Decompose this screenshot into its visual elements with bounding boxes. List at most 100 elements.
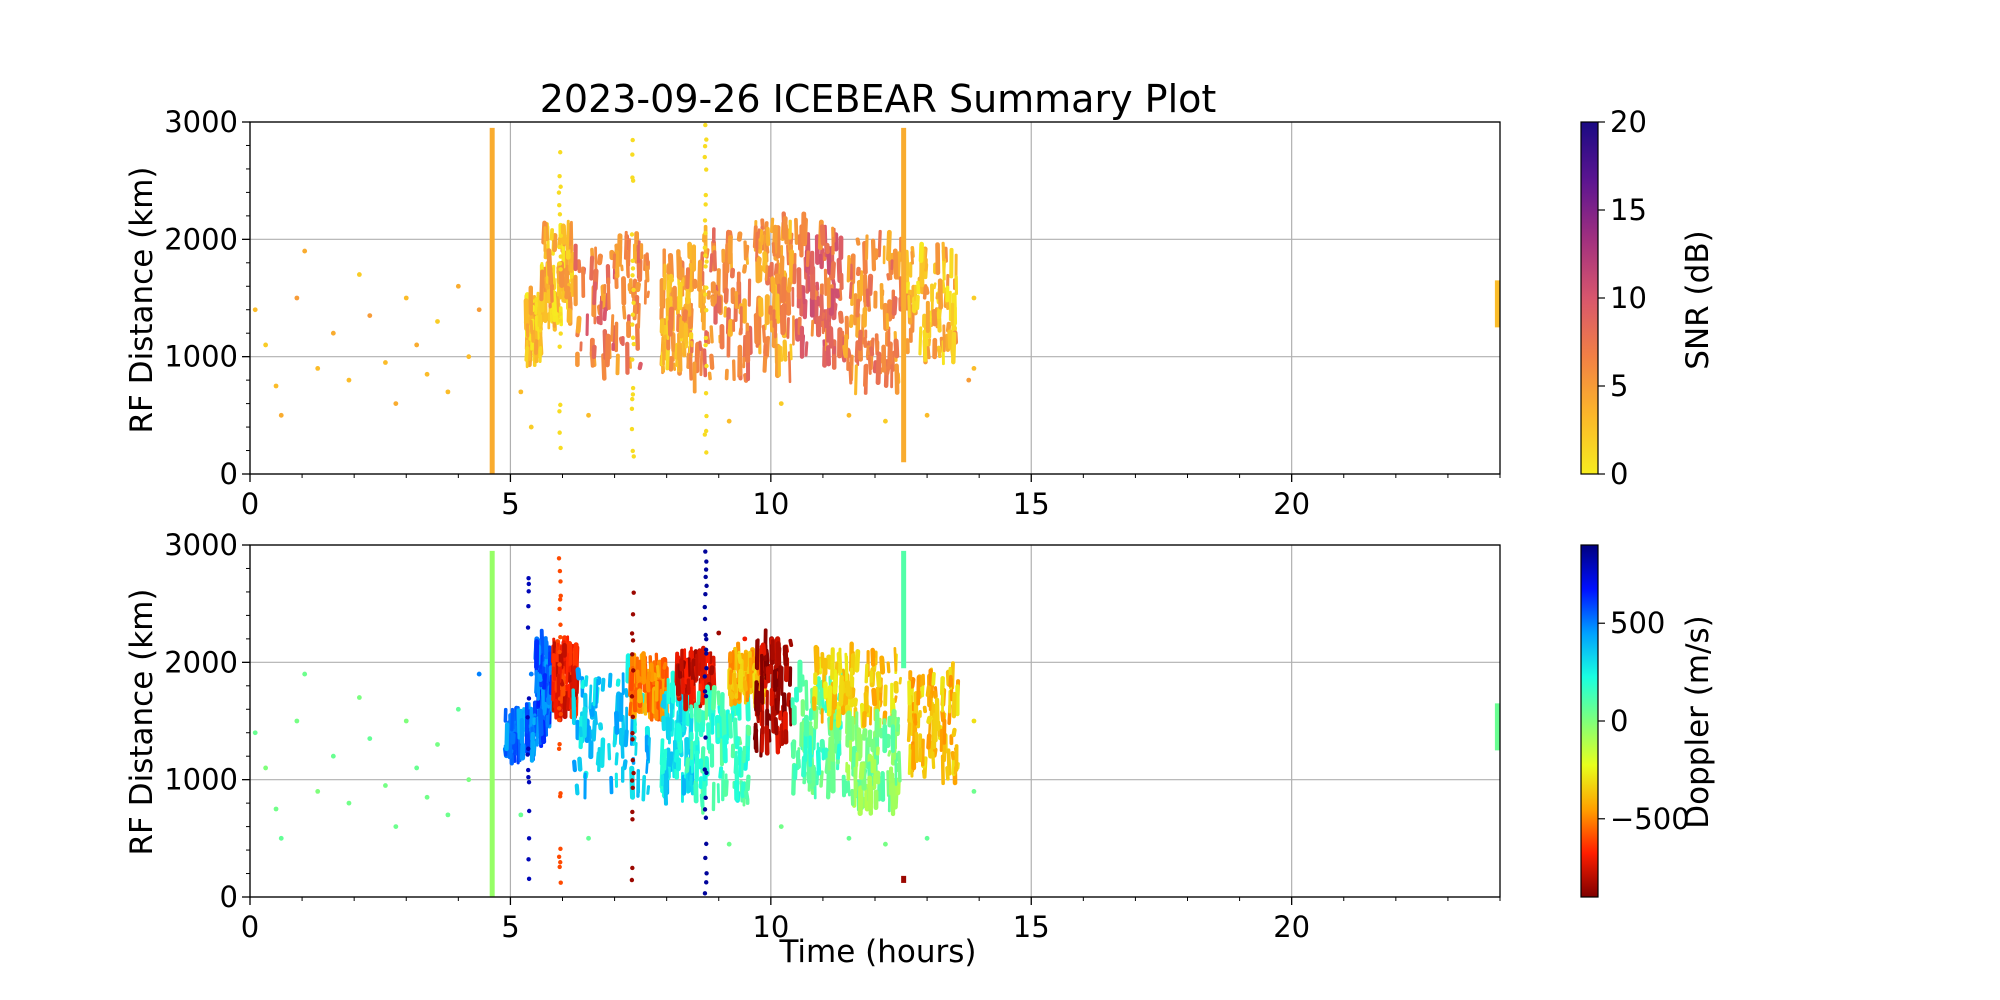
snr-scatter-point: [778, 401, 784, 406]
snr-activity-mark: [834, 288, 840, 299]
snr-activity-mark: [761, 324, 767, 343]
doppler-activity-mark: [669, 701, 674, 732]
doppler-streak-point: [702, 807, 708, 812]
snr-activity-mark: [576, 259, 582, 274]
snr-activity-mark: [596, 315, 602, 325]
doppler-streak-point: [629, 778, 635, 783]
snr-activity-mark: [698, 340, 703, 352]
doppler-activity-mark: [886, 661, 891, 674]
snr-activity-mark: [616, 233, 623, 267]
doppler-activity-mark: [628, 701, 633, 717]
snr-activity-mark: [567, 291, 573, 312]
snr-activity-mark: [875, 351, 882, 386]
doppler-activity-mark: [688, 738, 692, 750]
doppler-activity-mark: [694, 718, 699, 746]
snr-activity-mark: [933, 282, 937, 290]
snr-streak-point: [630, 322, 635, 327]
snr-streak-point: [704, 450, 709, 455]
snr-activity-mark: [775, 293, 781, 324]
snr-activity-mark: [742, 334, 747, 363]
snr-activity-mark: [770, 276, 776, 294]
snr-scatter-point: [445, 389, 451, 395]
doppler-streak-point: [556, 706, 562, 711]
snr-y-tick-label: 2000: [164, 222, 238, 256]
doppler-activity-mark: [727, 713, 733, 739]
doppler-activity-mark: [951, 727, 957, 738]
doppler-streak-point: [703, 815, 709, 820]
doppler-activity-mark: [742, 680, 748, 692]
doppler-activity-mark: [706, 722, 712, 751]
doppler-streak-point: [556, 854, 562, 859]
doppler-streak-point: [630, 865, 635, 871]
snr-streak-point: [704, 167, 709, 172]
snr-streak-point: [703, 122, 708, 128]
doppler-streak-point: [525, 715, 530, 720]
doppler-activity-mark: [725, 709, 730, 742]
doppler-streak-point: [630, 809, 635, 815]
doppler-panel-y-axis-label: RF Distance (km): [124, 589, 160, 856]
doppler-activity-mark: [932, 690, 938, 699]
snr-activity-mark: [604, 333, 611, 368]
snr-colorbar-gradient: [1580, 121, 1599, 475]
doppler-activity-mark: [861, 796, 867, 809]
doppler-activity-mark: [729, 691, 735, 700]
snr-activity-mark: [831, 236, 835, 256]
doppler-activity-mark: [689, 704, 694, 719]
doppler-activity-mark: [542, 673, 548, 690]
doppler-streak-point: [557, 662, 562, 667]
snr-scatter-point: [883, 418, 888, 424]
doppler-colorbar-label: Doppler (m/s): [1680, 615, 1716, 828]
doppler-activity-mark: [734, 735, 741, 750]
doppler-activity-mark: [687, 765, 692, 781]
doppler-activity-mark: [782, 644, 789, 667]
snr-streak-point: [704, 307, 709, 313]
snr-colorbar-tick-label: 15: [1610, 193, 1647, 227]
snr-streak-point: [703, 192, 708, 198]
snr-streak-point: [558, 402, 563, 408]
snr-activity-mark: [762, 251, 768, 274]
doppler-activity-mark: [776, 693, 780, 714]
doppler-activity-mark: [662, 748, 668, 771]
snr-scatter-point: [846, 412, 852, 418]
doppler-activity-mark: [879, 655, 886, 675]
doppler-streak-point: [704, 559, 709, 564]
snr-activity-mark: [789, 343, 793, 361]
doppler-activity-mark: [875, 671, 882, 688]
doppler-activity-mark: [945, 766, 950, 781]
doppler-activity-mark: [616, 691, 622, 722]
doppler-activity-mark: [599, 737, 606, 769]
doppler-activity-mark: [551, 666, 557, 681]
snr-activity-mark: [942, 258, 947, 274]
snr-activity-mark: [688, 242, 693, 260]
doppler-streak-point: [631, 770, 636, 776]
doppler-scatter-point: [278, 835, 284, 841]
doppler-activity-mark: [580, 679, 586, 689]
doppler-activity-mark: [709, 665, 715, 676]
doppler-scatter-point: [445, 812, 451, 818]
doppler-scatter-point: [252, 730, 258, 736]
doppler-x-tick-label: 0: [241, 910, 259, 944]
snr-activity-mark: [892, 248, 899, 280]
snr-activity-mark: [825, 345, 832, 367]
doppler-data-points: [252, 549, 1500, 897]
doppler-activity-mark: [634, 687, 638, 701]
doppler-streak-point: [703, 574, 708, 580]
doppler-activity-mark: [623, 729, 629, 748]
snr-scatter-point: [966, 377, 972, 383]
snr-activity-mark: [886, 229, 892, 262]
snr-activity-mark: [819, 293, 825, 322]
doppler-activity-mark: [820, 651, 825, 669]
doppler-activity-mark: [669, 751, 674, 767]
snr-scatter-point: [528, 424, 534, 430]
snr-scatter-point: [367, 313, 373, 318]
doppler-scatter-point: [346, 800, 352, 806]
doppler-panel: 0 5 10 15 20 0 1000 2000 3000: [164, 528, 1501, 944]
doppler-streak-point: [702, 604, 707, 610]
snr-activity-mark: [887, 341, 893, 370]
doppler-activity-mark: [871, 775, 876, 791]
snr-activity-mark: [785, 289, 792, 316]
doppler-activity-mark: [655, 665, 661, 678]
doppler-scatter-point: [476, 671, 482, 677]
doppler-activity-mark: [890, 697, 896, 711]
snr-streak-point: [702, 432, 708, 437]
